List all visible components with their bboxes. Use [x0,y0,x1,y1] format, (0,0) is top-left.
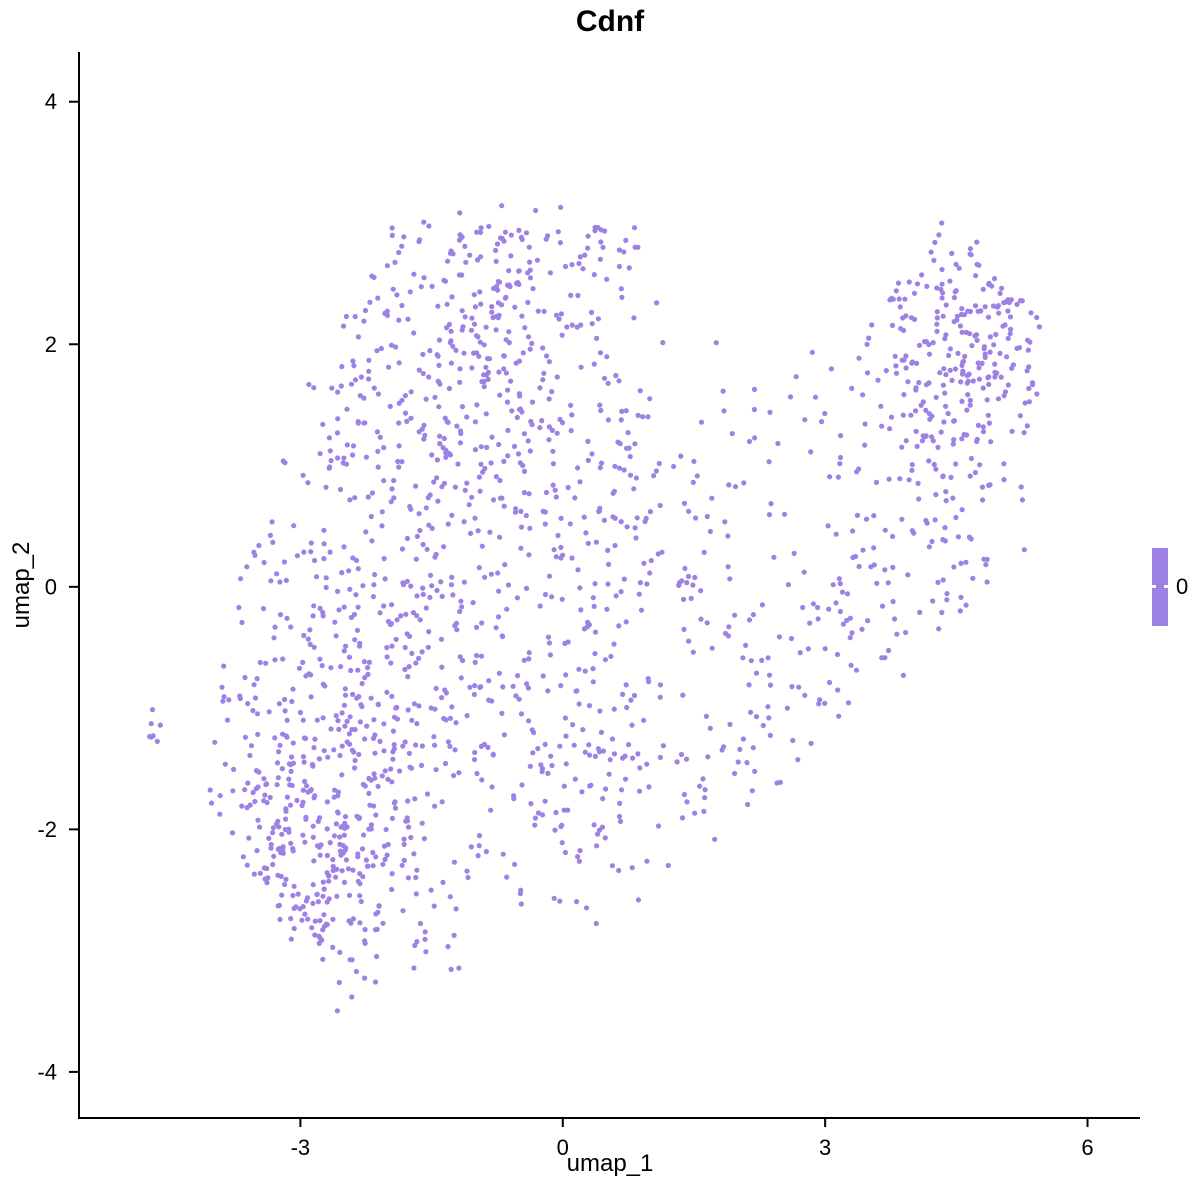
y-tick-label: -2 [37,817,57,842]
x-tick-label: 6 [1081,1135,1093,1160]
y-axis-title: umap_2 [8,541,35,629]
plot-title: Cdnf [575,5,645,38]
legend-colorbar-tick-left [1152,585,1156,588]
x-tick-label: 0 [557,1135,569,1160]
y-tick-label: 4 [45,89,57,114]
y-tick-label: 0 [45,574,57,599]
y-tick-label: 2 [45,332,57,357]
x-tick-label: -3 [291,1135,311,1160]
scatter-points [147,203,1042,1014]
legend: 0 [1152,548,1200,626]
legend-label: 0 [1176,574,1189,599]
legend-colorbar-tick-right [1164,585,1168,588]
legend-colorbar [1152,548,1168,626]
y-tick-label: -4 [37,1059,57,1084]
x-tick-label: 3 [819,1135,831,1160]
x-axis-title: umap_1 [566,1150,654,1177]
